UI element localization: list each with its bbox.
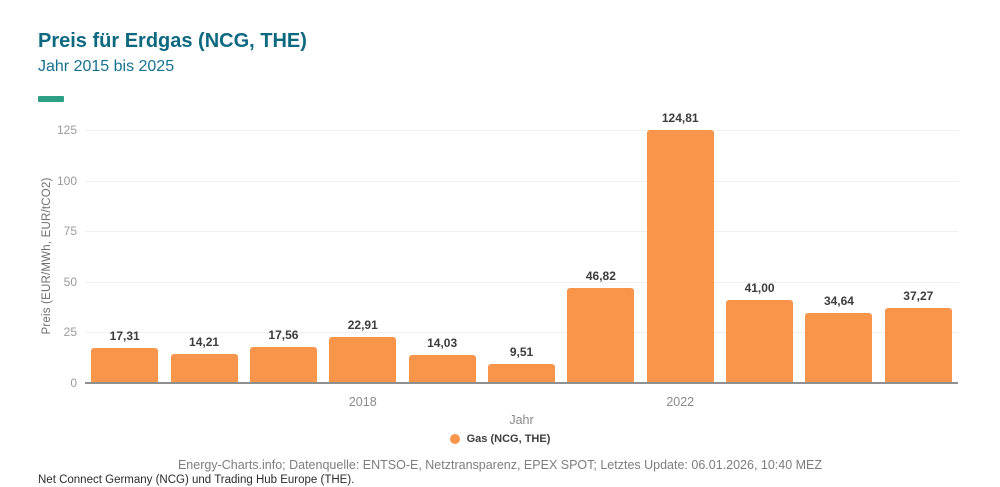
y-tick-label: 50: [63, 274, 77, 289]
legend-dot: [449, 434, 460, 444]
accent-dash: [38, 96, 64, 102]
bar-value-label: 22,91: [347, 317, 378, 332]
bar-2017[interactable]: [249, 347, 317, 383]
page-title: Preis für Erdgas (NCG, THE): [38, 30, 307, 52]
bar-2015[interactable]: [91, 347, 159, 383]
bar-2020[interactable]: [488, 363, 555, 383]
gridline: [85, 130, 958, 131]
bar-value-label: 17,56: [268, 328, 299, 343]
gridline: [85, 281, 958, 283]
y-tick-label: 75: [63, 224, 77, 239]
note-line: Net Connect Germany (NCG) und Trading Hu…: [38, 474, 355, 486]
gridline: [85, 332, 958, 334]
bar-value-label: 46,82: [585, 269, 616, 284]
y-tick-label: 100: [56, 173, 77, 188]
bar-value-label: 124,81: [661, 111, 699, 126]
bar-value-label: 41,00: [744, 281, 775, 296]
x-tick-label-2018: 2018: [348, 395, 377, 409]
bar-2023[interactable]: [726, 300, 794, 383]
bar-value-label: 14,03: [427, 335, 458, 350]
legend-item-gas[interactable]: Gas (NCG, THE): [449, 433, 551, 445]
source-line: Energy-Charts.info; Datenquelle: ENTSO-E…: [177, 458, 823, 472]
bar-value-label: 9,51: [509, 344, 534, 359]
bar-2021[interactable]: [567, 288, 635, 383]
gridline: [85, 180, 958, 182]
x-tick-label-2022: 2022: [666, 395, 695, 409]
bar-2016[interactable]: [170, 354, 238, 383]
bar-value-label: 17,31: [109, 328, 140, 343]
bar-value-label: 37,27: [903, 288, 934, 303]
legend-label: Gas (NCG, THE): [466, 433, 551, 445]
bar-2019[interactable]: [408, 354, 476, 383]
bar-value-label: 14,21: [189, 335, 220, 350]
gridline: [85, 231, 958, 233]
y-tick-label: 25: [63, 325, 77, 340]
bar-2022[interactable]: [646, 130, 714, 383]
bar-2025[interactable]: [884, 307, 952, 383]
legend: Gas (NCG, THE): [0, 433, 1000, 445]
x-axis-line: [85, 382, 958, 384]
bar-2024[interactable]: [805, 312, 873, 383]
y-tick-label: 125: [56, 123, 77, 137]
bar-value-label: 34,64: [823, 293, 854, 308]
page-subtitle: Jahr 2015 bis 2025: [38, 58, 175, 75]
bar-2018[interactable]: [329, 336, 397, 383]
y-tick-label: 0: [70, 376, 77, 390]
x-axis-title: Jahr: [509, 413, 534, 427]
